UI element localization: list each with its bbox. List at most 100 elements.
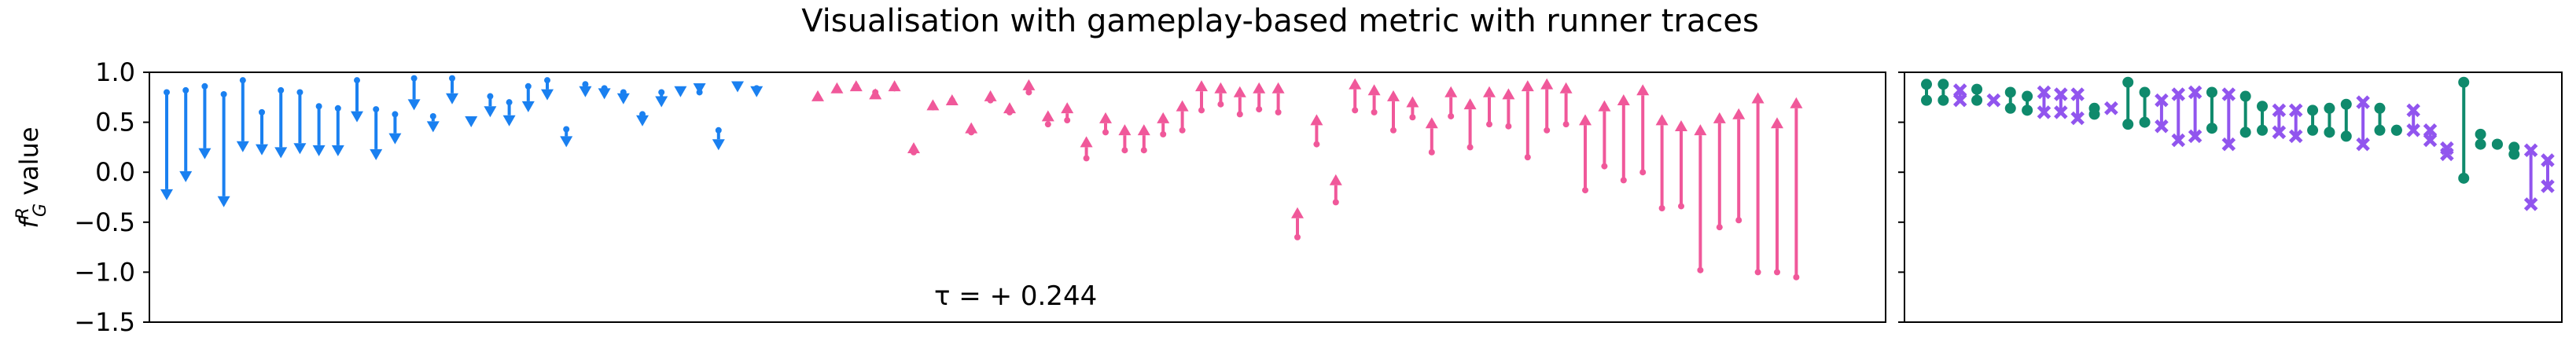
trace-cross [2523, 143, 2538, 157]
trace-point [2206, 86, 2217, 98]
trace-cross [2356, 95, 2370, 109]
arrow-head [907, 142, 920, 154]
decrease-arrow [541, 77, 554, 101]
increase-arrow [1022, 79, 1036, 96]
arrow-head [1022, 79, 1036, 90]
arrow-head [274, 147, 288, 159]
right-panel [1904, 72, 2563, 323]
increase-arrow [1118, 124, 1132, 154]
increase-arrow [1003, 102, 1016, 116]
increase-arrow [1137, 124, 1150, 154]
arrow-head [888, 80, 901, 92]
increase-arrow [1214, 82, 1227, 108]
trace-point [1938, 79, 1949, 90]
trace-cross [2070, 111, 2085, 126]
arrow-head [1406, 96, 1419, 108]
arrow-head [1349, 78, 1362, 90]
main-panel-frame [149, 72, 1886, 323]
increase-arrow [1790, 97, 1803, 280]
increase-arrow [1694, 124, 1707, 273]
arrow-head [293, 143, 307, 155]
purple-trace [2523, 143, 2538, 211]
increase-arrow [1732, 108, 1746, 224]
trace-cross [2037, 85, 2052, 100]
tau-annotation: τ = + 0.244 [934, 280, 1097, 312]
y-tick-label: −0.5 [74, 207, 135, 237]
decrease-arrow [446, 75, 458, 104]
decrease-arrow [712, 126, 725, 151]
green-trace [2004, 86, 2016, 114]
arrow-head [1137, 124, 1150, 136]
decrease-arrow [388, 111, 402, 145]
arrow-head [1790, 97, 1803, 108]
trace-point [2004, 102, 2016, 114]
arrow-head [560, 136, 573, 148]
increase-arrow [1367, 84, 1381, 116]
y-tick-label: 1.0 [95, 57, 135, 87]
arrow-head [1713, 112, 1726, 123]
trace-cross [2288, 129, 2303, 144]
trace-cross [2155, 119, 2169, 134]
arrow-head [1502, 88, 1515, 100]
arrow-head [1367, 84, 1381, 96]
arrow-head [1521, 80, 1534, 92]
trace-cross [2188, 85, 2202, 100]
arrow-head [1559, 82, 1573, 94]
arrow-head [965, 122, 978, 134]
trace-point [2122, 76, 2134, 88]
increase-arrow [869, 88, 882, 100]
trace-point [2508, 148, 2520, 160]
trace-cross [2356, 137, 2370, 152]
increase-arrow [1061, 102, 1074, 124]
trace-point [2257, 124, 2269, 136]
arrow-head [1080, 136, 1093, 148]
arrow-head [579, 86, 592, 97]
arrow-head [1387, 90, 1400, 101]
y-axis-label-sup: R [13, 207, 33, 219]
arrow-head [446, 93, 458, 104]
arrow-head [1425, 117, 1438, 129]
decrease-arrow [560, 126, 573, 148]
arrow-head [1253, 82, 1266, 94]
trace-point [2475, 138, 2486, 150]
trace-cross [2221, 137, 2236, 152]
increase-arrow [907, 142, 920, 156]
arrow-head [1617, 94, 1630, 105]
decrease-arrow [521, 82, 535, 112]
arrow-head [849, 80, 863, 92]
trace-cross [2541, 179, 2555, 193]
arrow-head [465, 116, 478, 127]
arrow-head [1291, 207, 1304, 218]
purple-trace [2188, 85, 2202, 144]
increase-arrow [1579, 114, 1592, 194]
increase-arrow [1655, 114, 1669, 211]
arrow-head [693, 82, 706, 94]
decrease-arrow [370, 106, 383, 160]
trace-cross [2541, 153, 2555, 167]
arrow-head [370, 148, 383, 160]
trace-point [1921, 94, 1932, 106]
arrow-head [484, 106, 497, 118]
increase-arrow [1195, 80, 1208, 114]
green-trace [2122, 76, 2134, 130]
arrow-head [160, 189, 173, 200]
increase-arrow [1771, 117, 1783, 276]
increase-arrow [1233, 86, 1246, 118]
trace-cross [2070, 87, 2085, 101]
trace-point [2307, 104, 2319, 116]
arrow-head [1463, 98, 1477, 110]
trace-cross [2171, 133, 2186, 148]
arrow-head [811, 90, 824, 101]
decrease-arrow [331, 104, 344, 156]
y-axis-label-text: value [14, 126, 44, 204]
trace-point [2390, 124, 2402, 136]
increase-arrow [1041, 110, 1054, 128]
increase-arrow [965, 122, 978, 136]
increase-arrow [1463, 98, 1477, 151]
increase-arrow [1329, 174, 1342, 206]
trace-cross [2188, 129, 2202, 144]
arrow-head [731, 81, 744, 93]
purple-trace [1986, 93, 2001, 108]
trace-point [1971, 83, 1983, 95]
decrease-series [160, 75, 764, 207]
